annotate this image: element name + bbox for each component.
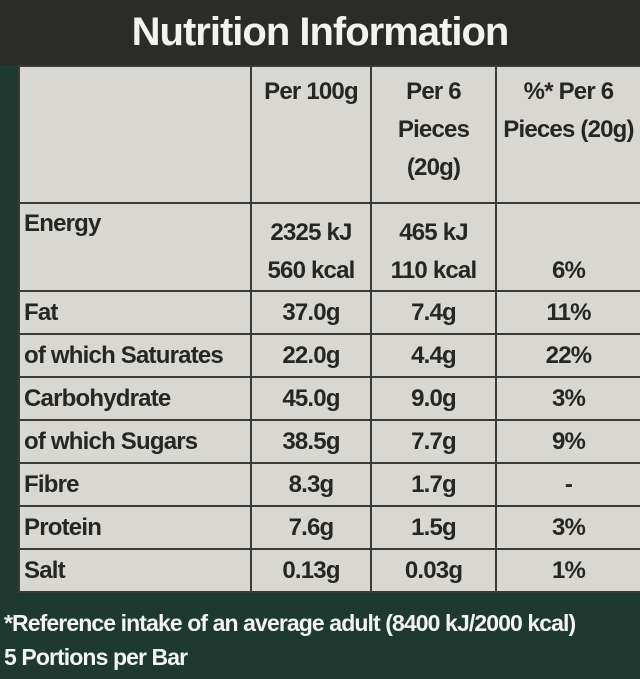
title-bar: Nutrition Information xyxy=(0,0,640,65)
row-label-text: Fat xyxy=(24,298,58,326)
row-label-text: Energy xyxy=(24,210,101,237)
value-text: 9.0g xyxy=(411,384,457,412)
value-text: 3% xyxy=(551,513,586,541)
value-cell: 7.4g xyxy=(370,290,497,335)
table-row: of which Saturates 22.0g 4.4g 22% xyxy=(18,333,640,378)
value-cell: 0.03g xyxy=(370,548,497,593)
value-text: 1% xyxy=(551,556,586,584)
value-cell: 3% xyxy=(495,376,640,421)
value-cell: 9.0g xyxy=(370,376,497,421)
footer-line: *Reference intake of an average adult (8… xyxy=(4,610,576,636)
value-cell: - xyxy=(495,462,640,507)
row-label-text: Carbohydrate xyxy=(24,384,171,412)
value-text: 110 kcal xyxy=(390,257,478,284)
value-cell: 37.0g xyxy=(250,290,372,335)
value-cell: 3% xyxy=(495,505,640,550)
value-cell: 11% xyxy=(495,290,640,335)
value-cell: 1.7g xyxy=(370,462,497,507)
value-text: 45.0g xyxy=(282,384,340,412)
table-row: Carbohydrate 45.0g 9.0g 3% xyxy=(18,376,640,421)
value-cell: 2325 kJ 560 kcal xyxy=(250,202,372,292)
value-text: 3% xyxy=(551,384,586,412)
value-cell: 0.13g xyxy=(250,548,372,593)
value-text: 6% xyxy=(551,257,586,284)
row-label-text: Protein xyxy=(24,513,102,541)
header-cell xyxy=(18,65,252,204)
row-label: Salt xyxy=(18,548,252,593)
value-cell: 8.3g xyxy=(250,462,372,507)
value-text: 0.13g xyxy=(282,556,340,584)
row-label-text: of which Saturates xyxy=(24,341,224,369)
value-text: 1.7g xyxy=(411,470,457,498)
column-header: Per 6 Pieces (20g) xyxy=(370,65,497,204)
value-text: - xyxy=(564,470,573,498)
value-text: 8.3g xyxy=(288,470,335,498)
value-cell: 4.4g xyxy=(370,333,497,378)
value-text: 7.7g xyxy=(411,427,457,455)
row-label: Carbohydrate xyxy=(18,376,252,421)
value-cell: 6% xyxy=(495,202,640,292)
value-text: 4.4g xyxy=(411,341,457,369)
table-row: Salt 0.13g 0.03g 1% xyxy=(18,548,640,593)
row-label: Energy xyxy=(18,202,252,292)
value-cell: 22.0g xyxy=(250,333,372,378)
value-cell: 45.0g xyxy=(250,376,372,421)
table-row: Fat 37.0g 7.4g 11% xyxy=(18,290,640,335)
value-text: 1.5g xyxy=(411,513,457,541)
value-cell: 1.5g xyxy=(370,505,497,550)
value-text: 2325 kJ xyxy=(270,219,352,246)
value-cell: 465 kJ 110 kcal xyxy=(370,202,497,292)
value-text: 22.0g xyxy=(282,341,340,369)
row-label: Protein xyxy=(18,505,252,550)
column-header: Per 100g xyxy=(250,65,372,204)
value-cell: 7.6g xyxy=(250,505,372,550)
footer: *Reference intake of an average adult (8… xyxy=(4,606,576,674)
header-row: Per 100g Per 6 Pieces (20g) %* Per 6 Piece… xyxy=(18,65,640,204)
table-row: Energy 2325 kJ 560 kcal 465 kJ 110 kcal 6% xyxy=(18,202,640,292)
value-text: 560 kcal xyxy=(267,257,355,284)
value-cell: 38.5g xyxy=(250,419,372,464)
column-header: %* Per 6 Pieces (20g) xyxy=(495,65,640,204)
nutrition-table: Per 100g Per 6 Pieces (20g) %* Per 6 Piece… xyxy=(18,65,640,593)
row-label-text: Salt xyxy=(24,556,66,584)
value-cell: 22% xyxy=(495,333,640,378)
table-row: Fibre 8.3g 1.7g - xyxy=(18,462,640,507)
value-text: 11% xyxy=(546,298,591,326)
row-label: Fat xyxy=(18,290,252,335)
row-label: Fibre xyxy=(18,462,252,507)
value-cell: 7.7g xyxy=(370,419,497,464)
table-row: of which Sugars 38.5g 7.7g 9% xyxy=(18,419,640,464)
row-label-text: of which Sugars xyxy=(24,427,198,455)
value-text: 0.03g xyxy=(404,556,463,584)
value-text: 37.0g xyxy=(282,298,340,326)
value-text: 9% xyxy=(551,427,586,455)
value-text: 7.4g xyxy=(411,298,457,326)
row-label-text: Fibre xyxy=(24,470,79,498)
table-row: Protein 7.6g 1.5g 3% xyxy=(18,505,640,550)
value-text: 38.5g xyxy=(282,427,340,455)
value-cell: 9% xyxy=(495,419,640,464)
row-label: of which Sugars xyxy=(18,419,252,464)
row-label: of which Saturates xyxy=(18,333,252,378)
value-text: 465 kJ xyxy=(399,219,468,246)
value-text: 7.6g xyxy=(288,513,335,541)
value-cell: 1% xyxy=(495,548,640,593)
title: Nutrition Information xyxy=(131,10,510,54)
footer-line: 5 Portions per Bar xyxy=(4,644,188,670)
value-text: 22% xyxy=(545,341,592,369)
